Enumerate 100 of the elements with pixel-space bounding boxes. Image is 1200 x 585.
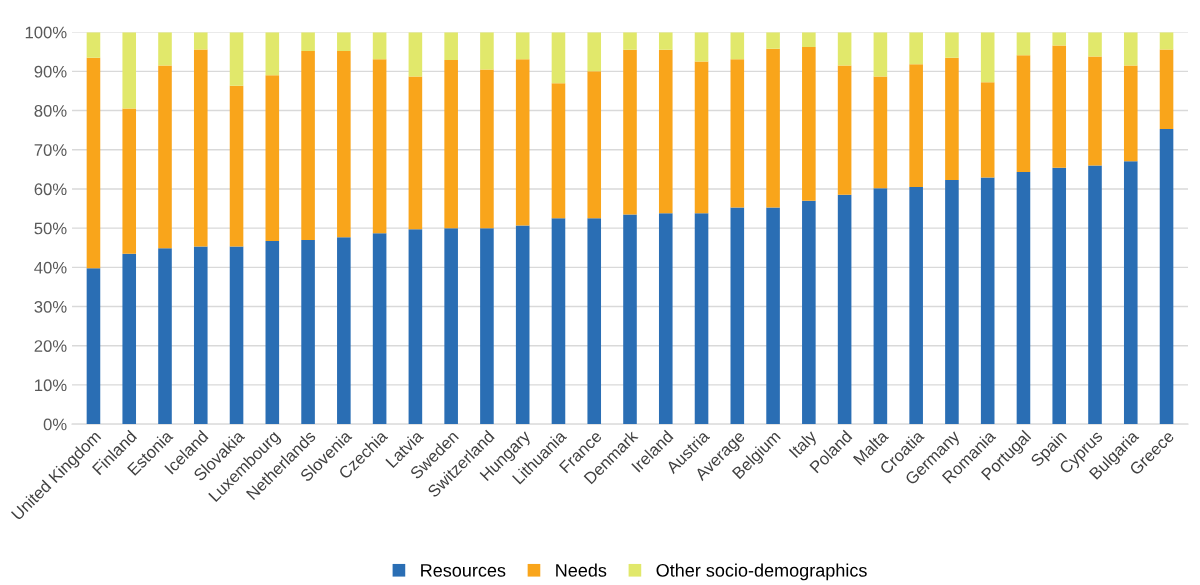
bar xyxy=(122,108,137,254)
bar xyxy=(730,32,745,60)
y-tick-label: 70% xyxy=(34,144,67,156)
y-tick-label: 100% xyxy=(25,26,67,39)
bar xyxy=(980,32,995,83)
bar xyxy=(193,246,208,425)
bar xyxy=(1052,167,1067,425)
bar xyxy=(909,32,923,65)
bar xyxy=(802,47,816,201)
bar xyxy=(1123,161,1138,425)
bar xyxy=(945,32,959,58)
bar xyxy=(909,187,923,425)
bar xyxy=(122,32,137,109)
bar xyxy=(86,268,101,425)
bar xyxy=(802,32,816,48)
bar xyxy=(480,69,494,229)
bar xyxy=(480,228,494,425)
bar xyxy=(229,32,244,86)
y-tick-label: 40% xyxy=(34,261,67,274)
bar xyxy=(158,32,172,66)
bar xyxy=(1052,45,1067,168)
bar xyxy=(408,76,423,230)
bar xyxy=(337,50,351,238)
bar xyxy=(515,225,530,425)
bar xyxy=(980,177,995,425)
bar xyxy=(802,200,816,425)
bar xyxy=(587,71,602,219)
bar xyxy=(301,239,315,425)
bar xyxy=(766,207,780,425)
bar xyxy=(1088,165,1102,425)
bar xyxy=(766,32,780,49)
bar xyxy=(229,246,244,425)
bar xyxy=(444,60,458,229)
bar xyxy=(158,65,172,249)
bar xyxy=(873,188,888,425)
bar xyxy=(1088,56,1102,166)
bar xyxy=(766,48,780,208)
bar xyxy=(229,85,244,247)
bar xyxy=(372,233,387,425)
bar xyxy=(337,32,351,51)
bar xyxy=(122,253,137,425)
bar xyxy=(265,241,280,425)
y-tick-label: 10% xyxy=(35,379,67,392)
legend-label: Needs xyxy=(556,563,607,577)
y-tick-label: 90% xyxy=(34,65,67,78)
bar xyxy=(873,76,888,189)
bar xyxy=(86,32,101,58)
bar xyxy=(372,59,387,234)
bar xyxy=(515,59,530,226)
bar xyxy=(408,229,423,425)
bar xyxy=(444,228,458,425)
bar xyxy=(1088,32,1102,57)
bar xyxy=(1016,172,1031,425)
bar xyxy=(945,179,959,425)
y-tick-label: 20% xyxy=(34,340,67,352)
bar xyxy=(694,213,709,425)
bar xyxy=(587,218,602,425)
y-tick-label: 30% xyxy=(34,300,67,313)
bar xyxy=(658,213,673,425)
bar xyxy=(694,32,709,62)
bar xyxy=(730,207,745,425)
bar xyxy=(86,57,101,269)
legend-label: Other socio-demographics xyxy=(656,563,867,581)
bar xyxy=(730,59,745,208)
bar xyxy=(658,32,673,50)
bar xyxy=(980,82,995,178)
bar xyxy=(587,32,602,72)
bar xyxy=(1052,32,1067,46)
bar xyxy=(623,49,637,215)
bar xyxy=(551,83,566,219)
legend-label: Resources xyxy=(421,564,506,577)
bar xyxy=(694,61,709,214)
bar xyxy=(337,237,351,425)
bar xyxy=(658,49,673,214)
bar xyxy=(193,49,208,247)
bar xyxy=(1016,32,1031,56)
bar xyxy=(623,32,637,50)
bar xyxy=(158,248,172,425)
bar xyxy=(1016,55,1031,173)
y-tick-label: 60% xyxy=(34,183,67,196)
bar xyxy=(408,32,423,77)
y-tick-label: 50% xyxy=(34,222,67,235)
y-tick-label: 0% xyxy=(43,418,67,431)
bar xyxy=(1159,128,1174,425)
bar xyxy=(444,32,458,60)
bar xyxy=(265,32,280,76)
bar xyxy=(1123,65,1138,162)
bar xyxy=(551,32,566,84)
bar xyxy=(837,32,852,66)
bar xyxy=(945,57,959,180)
bar xyxy=(837,65,852,195)
bar xyxy=(873,32,888,77)
bar xyxy=(551,218,566,425)
bar xyxy=(837,194,852,425)
bar xyxy=(1123,32,1138,66)
bar xyxy=(515,32,530,60)
bar xyxy=(909,64,923,187)
bar xyxy=(301,50,315,240)
y-tick-label: 80% xyxy=(34,104,67,117)
bar xyxy=(372,32,387,60)
